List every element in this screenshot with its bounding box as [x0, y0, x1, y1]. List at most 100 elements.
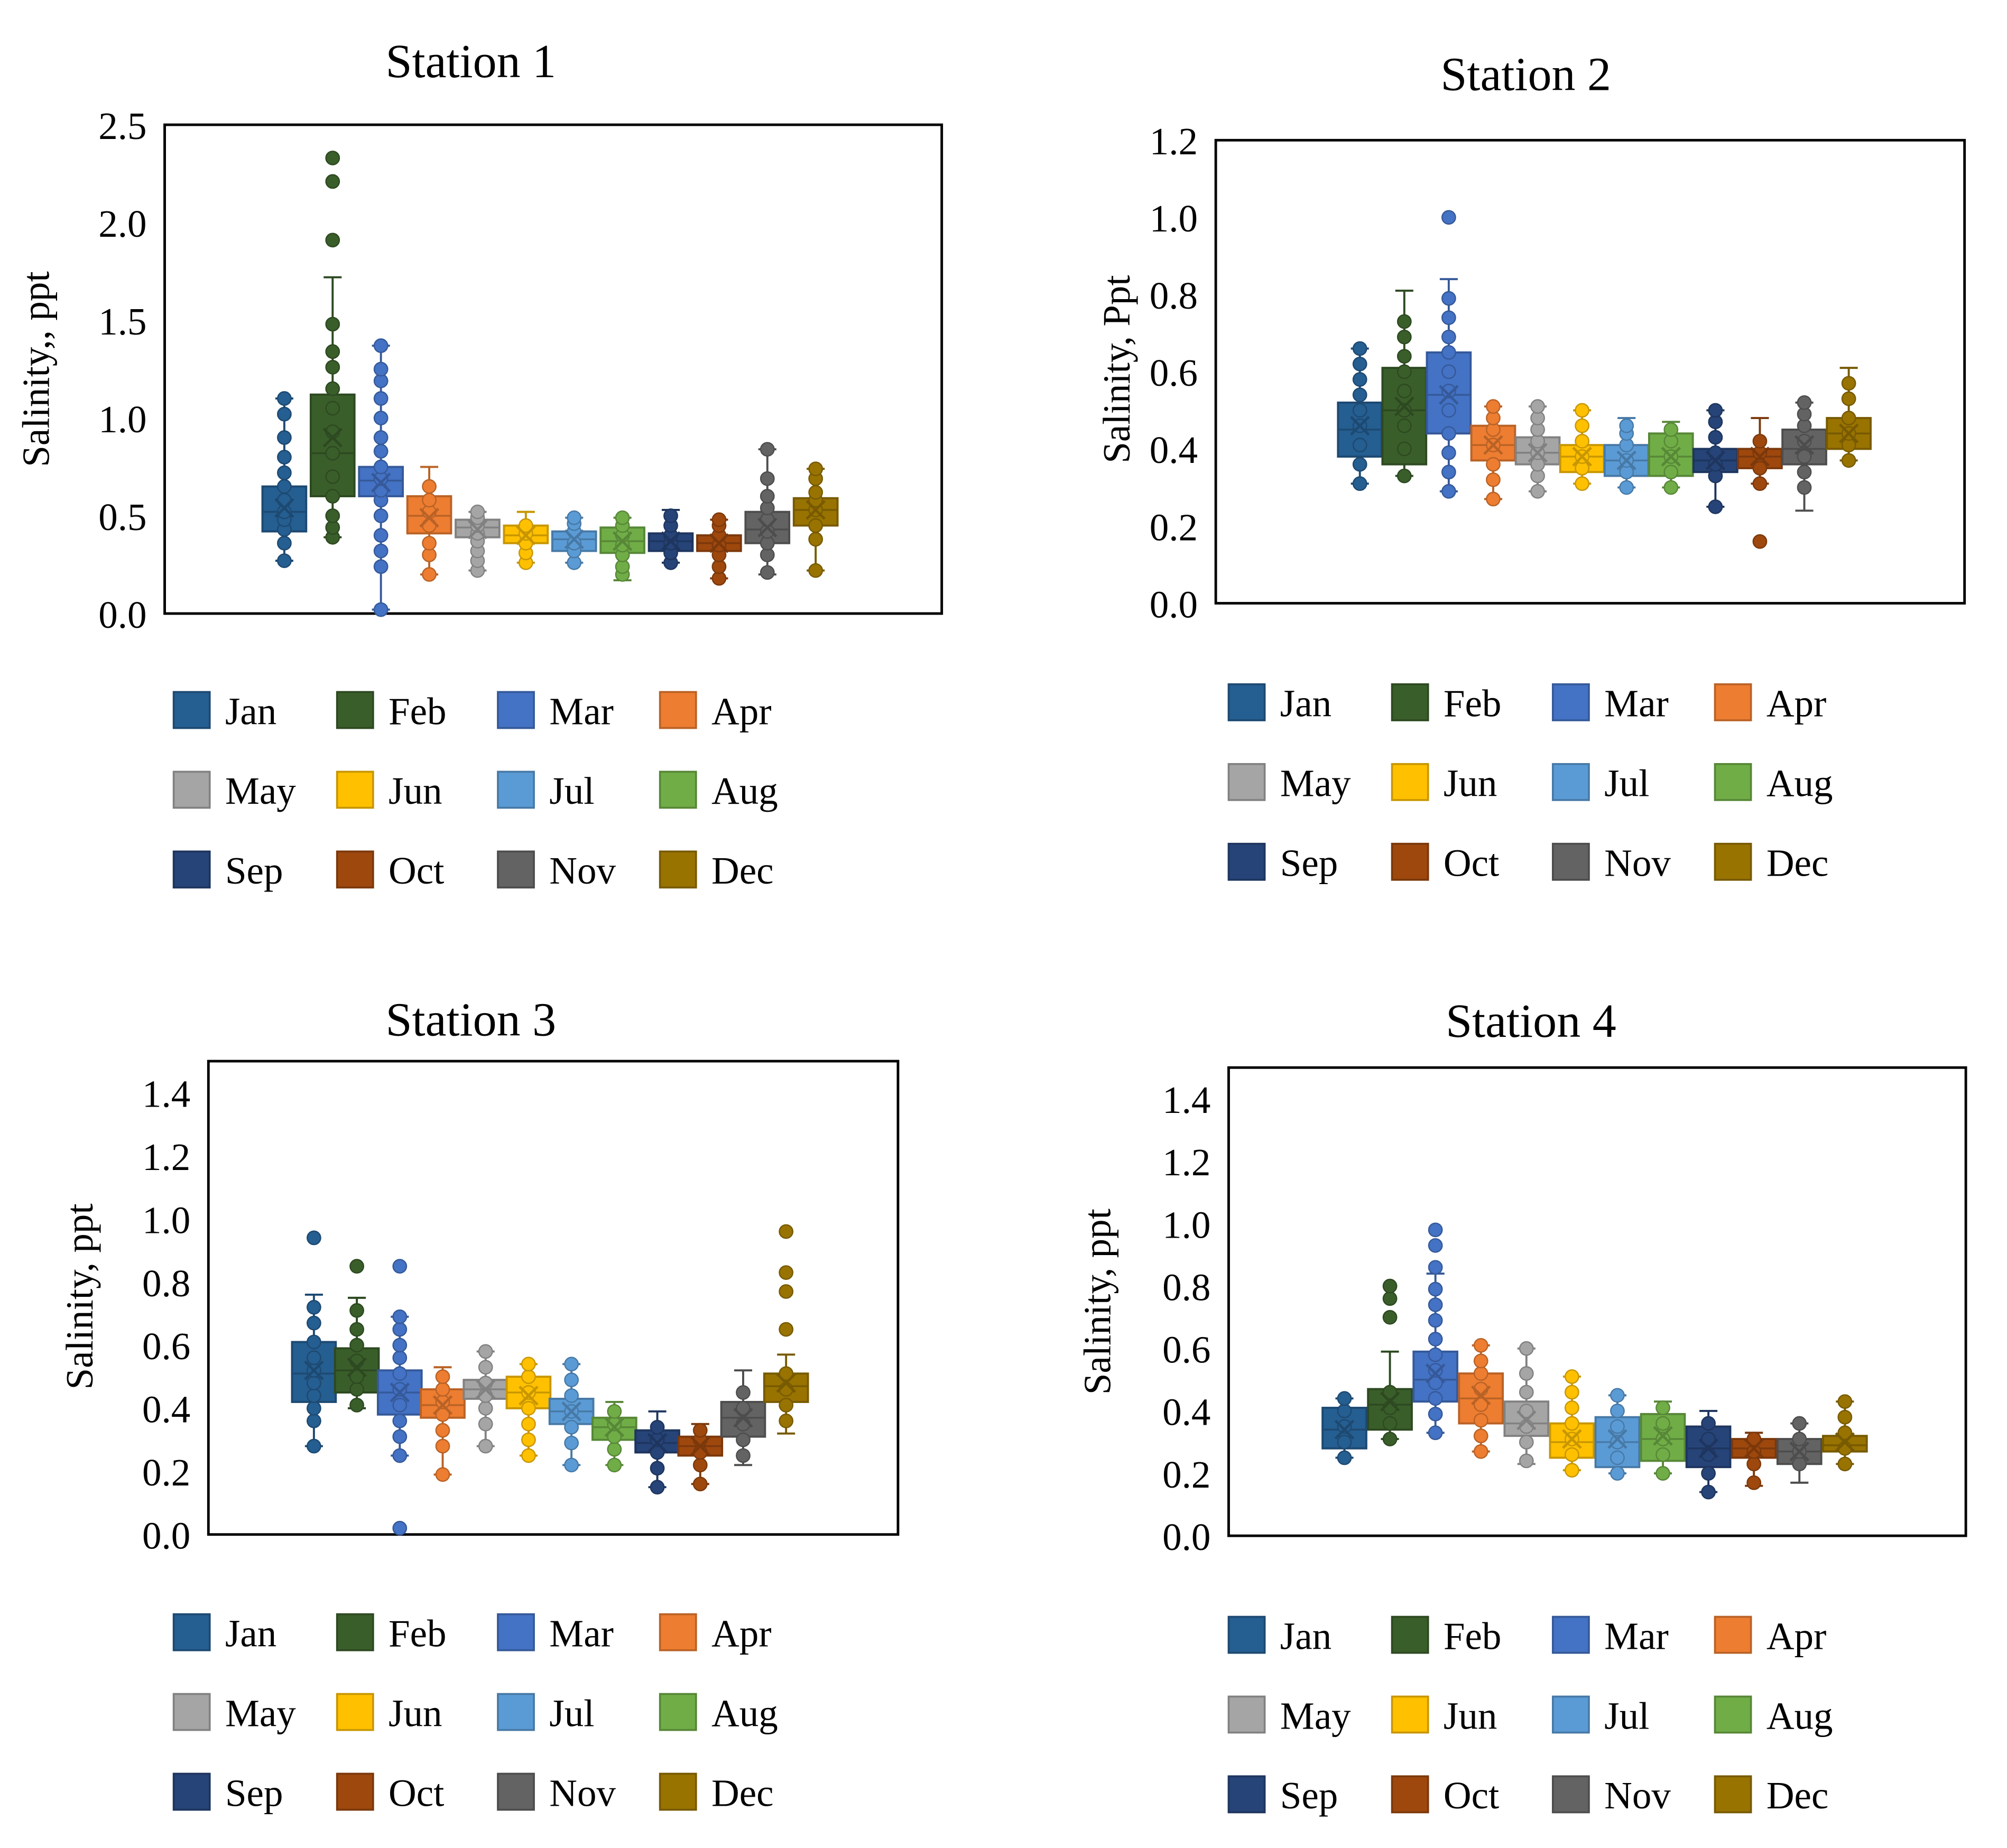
data-point — [1797, 395, 1812, 410]
data-point — [650, 1480, 665, 1495]
legend-swatch — [497, 691, 535, 729]
mean-marker — [1794, 435, 1815, 455]
data-point — [349, 1369, 364, 1385]
plot-area-frame — [207, 1060, 900, 1536]
y-tick-label: 2.0 — [98, 202, 146, 245]
data-point — [373, 508, 389, 523]
data-point — [1382, 1385, 1398, 1400]
data-point — [307, 1334, 321, 1350]
box-group-nov — [720, 1369, 766, 1466]
legend: Jan Feb Mar Apr May Jun Jul Aug Sep Oct Nov Dec — [1227, 682, 1833, 885]
y-tick-label: 0.4 — [1150, 429, 1198, 471]
legend-swatch — [497, 1693, 535, 1731]
data-point — [779, 1322, 794, 1337]
box-group-feb — [1367, 1278, 1413, 1446]
mean-marker — [1425, 1363, 1446, 1383]
legend: Jan Feb Mar Apr May Jun Jul Aug Sep Oct Nov Dec — [1227, 1614, 1833, 1817]
legend-swatch — [1391, 763, 1429, 801]
data-point — [373, 543, 389, 559]
legend-swatch — [1227, 683, 1266, 721]
mean-marker — [564, 529, 584, 550]
legend-label: Nov — [549, 849, 616, 892]
data-point — [277, 391, 292, 406]
data-point — [1575, 476, 1589, 491]
chart-title: Station 1 — [385, 35, 556, 88]
data-point — [779, 1366, 794, 1381]
y-tick-label: 1.5 — [98, 300, 146, 343]
legend-swatch — [1714, 1695, 1752, 1734]
data-point — [518, 518, 533, 533]
legend-item-dec: Dec — [1714, 842, 1828, 885]
data-point — [692, 1476, 708, 1492]
data-point — [1382, 1416, 1398, 1431]
legend-label: May — [225, 769, 296, 812]
data-point — [373, 444, 389, 459]
data-point — [1565, 1400, 1579, 1415]
data-point — [392, 1520, 408, 1536]
box-group-nov — [744, 442, 791, 580]
y-tick-label: 1.0 — [1162, 1203, 1210, 1246]
legend-swatch — [1227, 1775, 1266, 1814]
data-point — [307, 1376, 321, 1390]
box-group-nov — [1776, 1416, 1823, 1484]
legend-item-aug: Aug — [659, 769, 778, 812]
legend-swatch — [172, 1693, 211, 1731]
data-point — [325, 489, 340, 504]
data-point — [1841, 411, 1856, 425]
data-point — [1396, 364, 1412, 379]
legend-label: Oct — [389, 1771, 444, 1814]
data-point — [373, 361, 389, 377]
data-point — [1428, 1297, 1443, 1312]
legend-item-jul: Jul — [497, 769, 595, 812]
station-2-chart: Station 2 Salinity, Ppt 0.0 0.2 0.4 0.6 0.8 1.0… — [1095, 48, 1966, 885]
data-point — [1708, 499, 1723, 514]
y-axis-label: Salinity,, ppt — [14, 271, 57, 467]
y-tick-label: 1.0 — [142, 1199, 190, 1241]
data-point — [1708, 430, 1723, 445]
mean-marker — [561, 1401, 581, 1422]
data-point — [1428, 1347, 1443, 1362]
data-point — [325, 151, 340, 165]
mean-marker — [322, 428, 343, 448]
y-tick-label: 1.4 — [142, 1073, 190, 1116]
legend-item-may: May — [172, 1692, 296, 1734]
y-tick-label: 0.0 — [142, 1515, 190, 1557]
legend-item-mar: Mar — [1551, 1614, 1669, 1657]
data-point — [1352, 438, 1367, 453]
legend-item-jun: Jun — [336, 769, 442, 812]
legend-swatch — [659, 1772, 697, 1811]
data-point — [1441, 484, 1456, 499]
mean-marker — [1789, 1441, 1810, 1462]
mean-marker — [1744, 1438, 1764, 1459]
legend-item-jan: Jan — [1227, 682, 1331, 725]
data-point — [1519, 1453, 1534, 1469]
box-group-jun — [503, 510, 549, 570]
legend-item-oct: Oct — [336, 1771, 444, 1814]
data-point — [1441, 210, 1456, 225]
data-point — [1441, 364, 1456, 379]
legend-swatch — [659, 691, 697, 729]
legend-item-jan: Jan — [172, 690, 276, 732]
box-group-jul — [1594, 1388, 1641, 1481]
data-point — [349, 1322, 364, 1337]
legend-swatch — [1714, 683, 1752, 721]
legend-item-may: May — [1227, 762, 1351, 805]
data-point — [736, 1401, 751, 1416]
data-point — [1441, 329, 1456, 345]
data-point — [760, 565, 775, 580]
data-point — [1396, 468, 1412, 484]
data-point — [349, 1338, 364, 1353]
data-point — [1441, 384, 1456, 398]
data-point — [607, 1457, 622, 1473]
box-group-apr — [406, 466, 452, 582]
data-point — [1441, 445, 1456, 460]
data-point — [1746, 1432, 1762, 1446]
data-point — [1701, 1432, 1716, 1446]
box-group-sep — [648, 508, 694, 570]
legend-item-nov: Nov — [1551, 1774, 1671, 1817]
data-point — [422, 493, 437, 508]
data-point — [478, 1401, 493, 1416]
data-point — [435, 1382, 450, 1397]
data-point — [1797, 480, 1812, 495]
y-tick-label: 0.0 — [1150, 583, 1198, 626]
